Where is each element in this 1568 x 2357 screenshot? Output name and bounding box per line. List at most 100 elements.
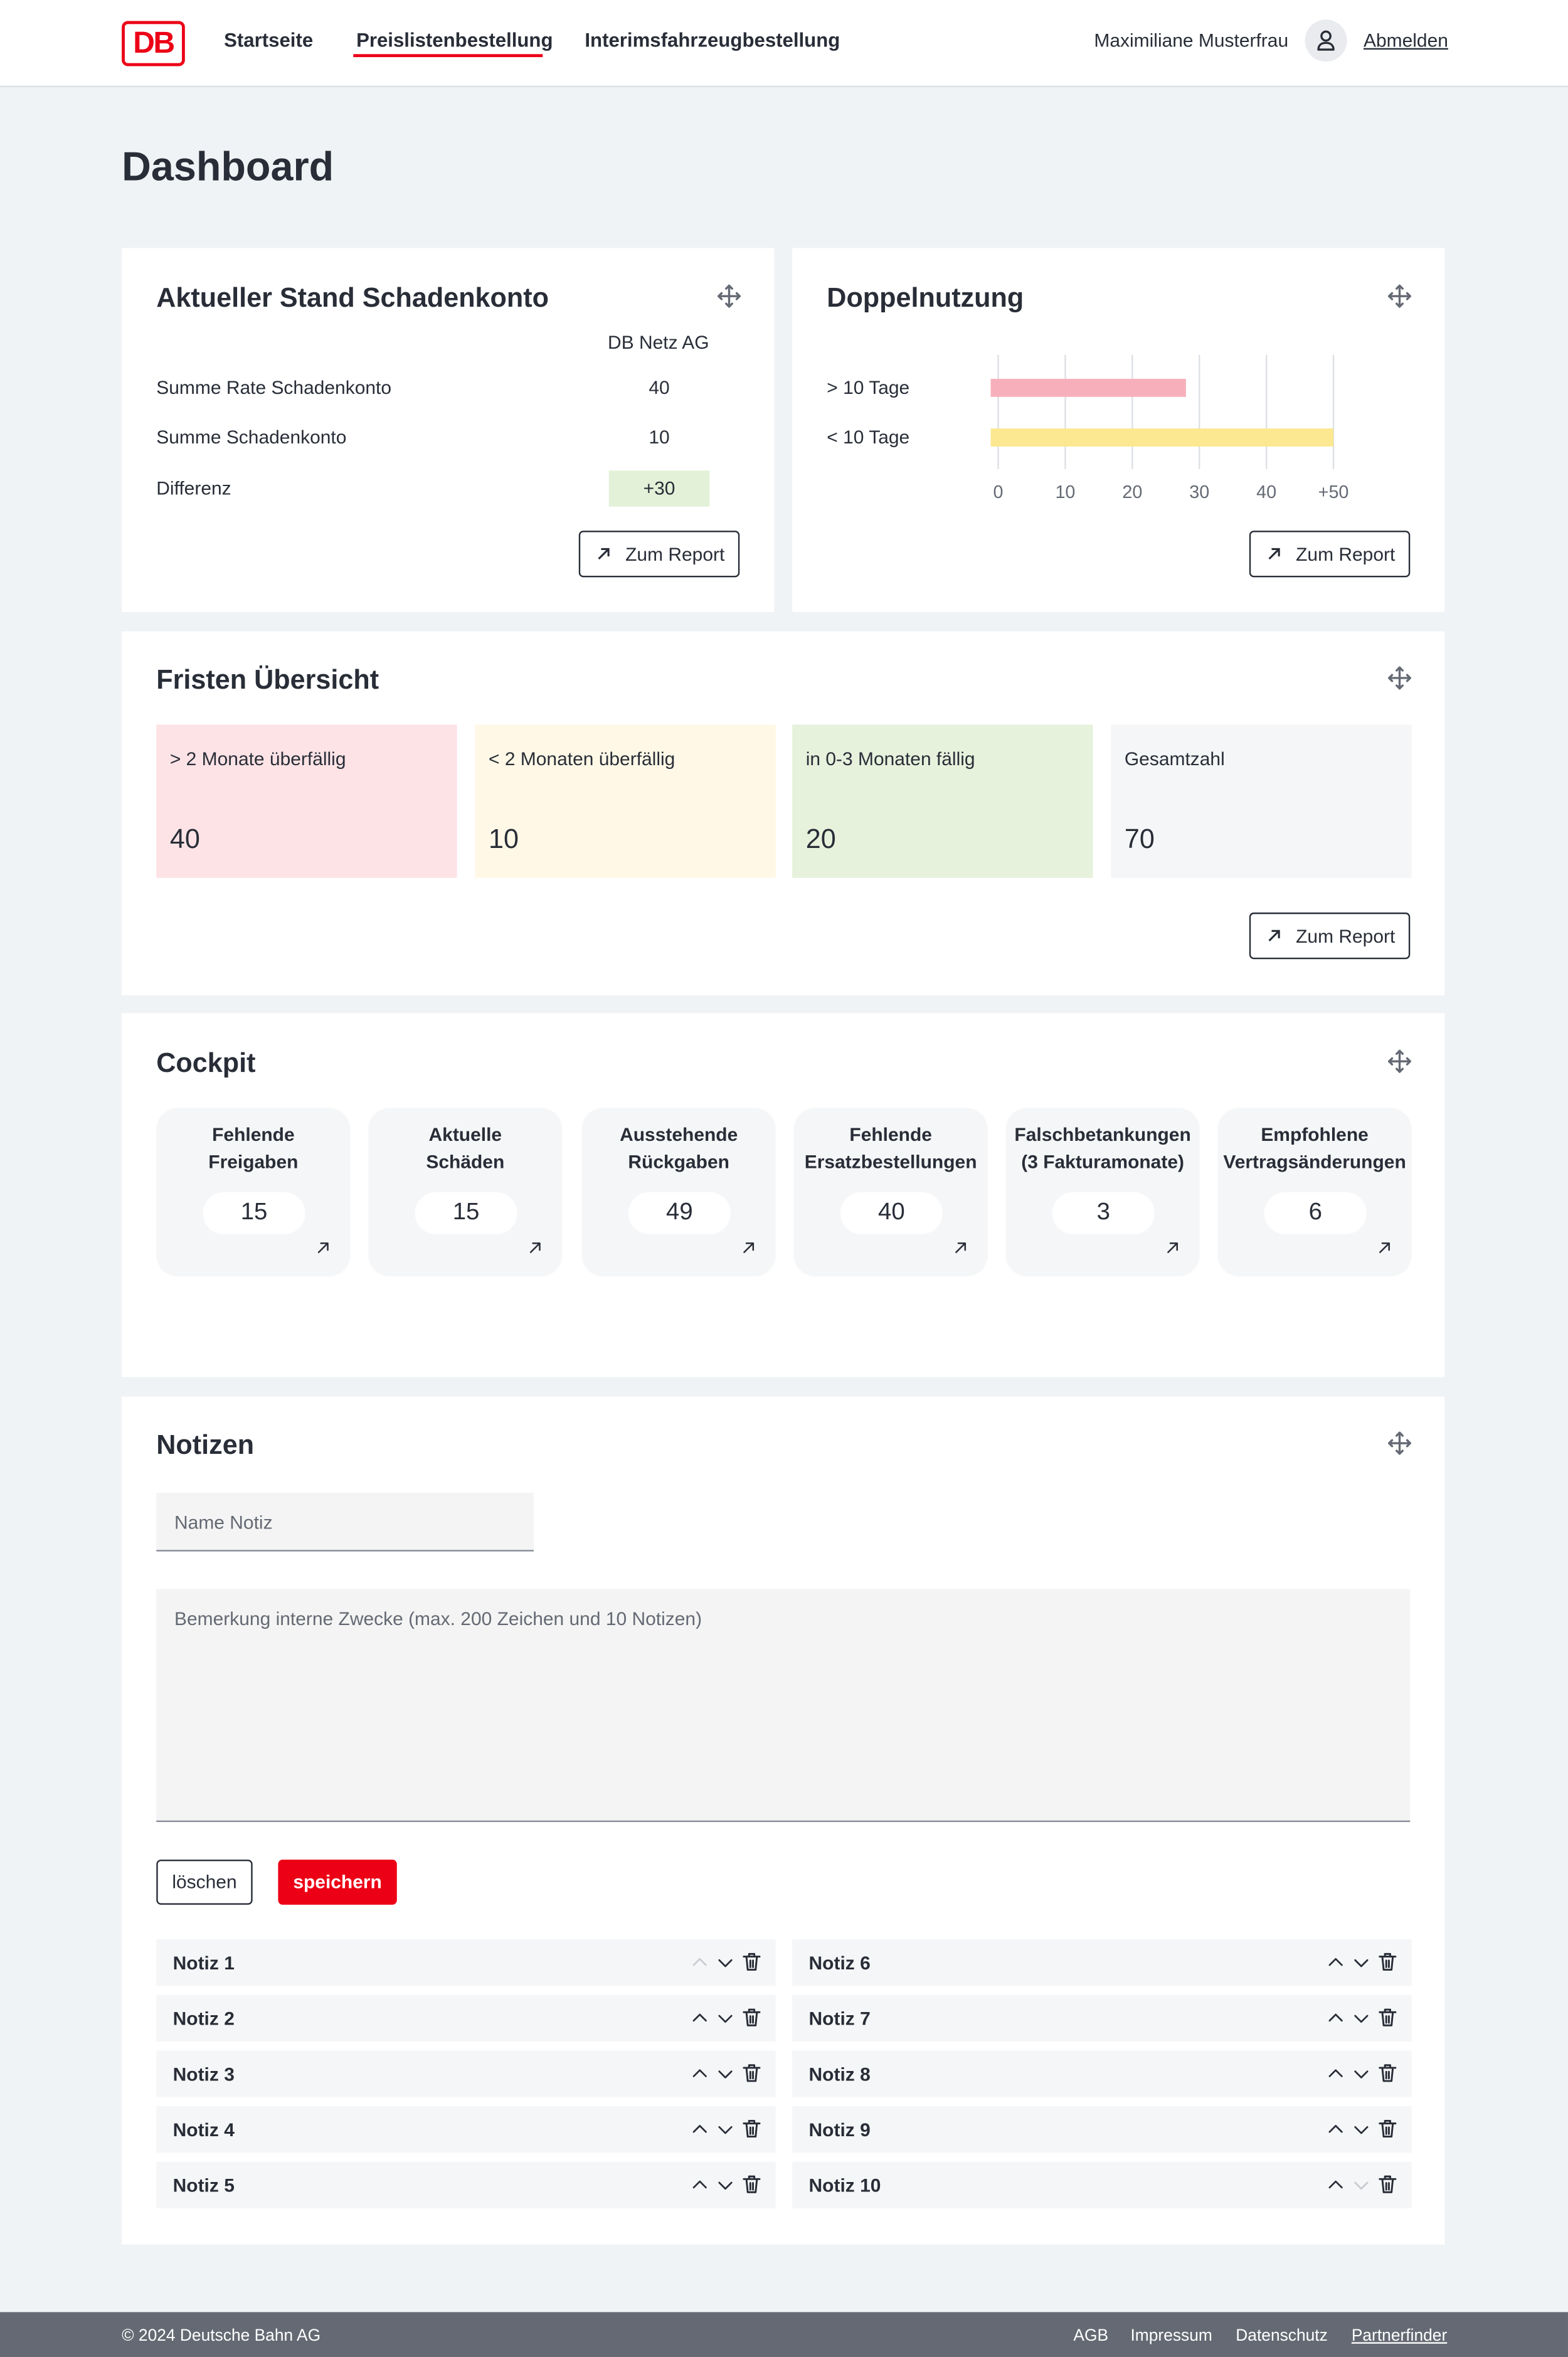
delete-button[interactable]: löschen — [156, 1859, 253, 1905]
move-handle[interactable] — [1387, 284, 1411, 308]
icon-path — [692, 2125, 707, 2133]
card-title: Doppelnutzung — [827, 282, 1024, 313]
icon-path — [1354, 2126, 1369, 2134]
tile-label: Aktuelle Schäden — [426, 1124, 505, 1172]
delete-note[interactable] — [1377, 2007, 1399, 2028]
icon-path — [718, 2070, 733, 2079]
icon-path — [529, 1242, 541, 1253]
icon-path — [1317, 30, 1335, 51]
move-up[interactable] — [1326, 2120, 1345, 2139]
delete-note[interactable] — [741, 2174, 763, 2195]
tile-label: < 2 Monaten überfällig — [488, 748, 675, 770]
cockpit-tile[interactable] — [156, 1108, 351, 1276]
move-up[interactable] — [1326, 2064, 1345, 2084]
report-button[interactable]: Zum Report — [578, 531, 740, 578]
fristen-tile — [1111, 724, 1412, 878]
x-tick-label: 40 — [1256, 482, 1276, 502]
icon-path — [1388, 1049, 1411, 1073]
cockpit-tile[interactable] — [1005, 1108, 1200, 1276]
note-row[interactable] — [792, 2161, 1412, 2209]
move-down[interactable] — [1352, 2120, 1371, 2139]
note-row[interactable] — [792, 2106, 1412, 2153]
tile-value: 20 — [805, 824, 836, 854]
icon-path — [1379, 2119, 1397, 2138]
move-down[interactable] — [1352, 2008, 1371, 2028]
text-input[interactable] — [156, 1589, 1411, 1823]
logo[interactable]: DB — [122, 21, 185, 66]
move-up[interactable] — [1326, 1953, 1345, 1973]
icon-path — [718, 2015, 733, 2023]
note-row[interactable] — [156, 1994, 776, 2042]
note-row[interactable] — [156, 2161, 776, 2209]
delete-note[interactable] — [741, 2007, 763, 2028]
card-title: Cockpit — [156, 1047, 256, 1078]
note-row[interactable] — [792, 1994, 1412, 2042]
move-down[interactable] — [1352, 2064, 1371, 2084]
move-up[interactable] — [690, 2175, 709, 2195]
move-down[interactable] — [1352, 2175, 1371, 2195]
nav-item[interactable]: Startseite — [224, 28, 314, 51]
icon-path — [1328, 2013, 1343, 2022]
report-button[interactable]: Zum Report — [1249, 912, 1411, 960]
move-down[interactable] — [1352, 1953, 1371, 1973]
delete-note[interactable] — [741, 2063, 763, 2084]
move-down[interactable] — [716, 2120, 735, 2139]
logout-link[interactable]: Abmelden — [1363, 29, 1448, 51]
cockpit-tile[interactable] — [368, 1108, 563, 1276]
delete-note[interactable] — [741, 1951, 763, 1973]
nav-item[interactable]: Preislistenbestellung — [356, 28, 553, 51]
note-row[interactable] — [792, 2050, 1412, 2097]
note-row[interactable] — [792, 1939, 1412, 1986]
delete-note[interactable] — [1377, 2118, 1399, 2139]
tile-pill — [415, 1192, 517, 1234]
delete-note[interactable] — [741, 2118, 763, 2139]
cockpit-tile[interactable] — [793, 1108, 988, 1276]
arrow-icon — [1379, 1242, 1390, 1253]
move-handle[interactable] — [1387, 666, 1411, 690]
report-button[interactable]: Zum Report — [1249, 531, 1411, 578]
delete-note[interactable] — [1377, 2063, 1399, 2084]
fristen-tile — [475, 724, 776, 878]
tile-label: > 2 Monate überfällig — [169, 748, 346, 770]
footer-link[interactable]: Partnerfinder — [1351, 2327, 1448, 2346]
note-row[interactable] — [156, 1939, 776, 1986]
footer-link[interactable]: Impressum — [1130, 2327, 1212, 2346]
tile-value: 15 — [452, 1199, 480, 1226]
tile-pill — [1264, 1192, 1367, 1234]
delete-note[interactable] — [1377, 2174, 1399, 2195]
icon-path — [692, 2180, 707, 2189]
cockpit-tile[interactable] — [581, 1108, 776, 1276]
cockpit-tile[interactable] — [1217, 1108, 1412, 1276]
footer-link[interactable]: AGB — [1073, 2327, 1109, 2346]
icon-path — [1379, 1242, 1390, 1253]
tile-value: 15 — [240, 1199, 268, 1226]
delete-note[interactable] — [1377, 1951, 1399, 1973]
move-down[interactable] — [716, 2064, 735, 2084]
move-up[interactable] — [690, 2120, 709, 2139]
name-input[interactable] — [156, 1493, 534, 1552]
note-row[interactable] — [156, 2106, 776, 2153]
move-up[interactable] — [690, 2064, 709, 2084]
icon-path — [718, 2126, 733, 2134]
icon-path — [1354, 1959, 1369, 1968]
nav-item[interactable]: Interimsfahrzeugbestellung — [585, 28, 840, 51]
row-value: +30 — [608, 470, 710, 507]
arrow-icon — [1268, 930, 1280, 941]
move-up[interactable] — [1326, 2175, 1345, 2195]
footer-link[interactable]: Datenschutz — [1236, 2327, 1328, 2346]
move-down[interactable] — [716, 2175, 735, 2195]
move-handle[interactable] — [717, 284, 741, 308]
move-up[interactable] — [690, 2008, 709, 2028]
row-label: Differenz — [156, 478, 231, 499]
move-handle[interactable] — [1387, 1431, 1411, 1455]
move-handle[interactable] — [1387, 1049, 1411, 1073]
move-up[interactable] — [690, 1953, 709, 1973]
save-button[interactable]: speichern — [278, 1859, 397, 1905]
row-label: Summe Schadenkonto — [156, 426, 347, 448]
move-down[interactable] — [716, 2008, 735, 2028]
move-down[interactable] — [716, 1953, 735, 1973]
note-row[interactable] — [156, 2050, 776, 2097]
x-tick-label: 0 — [993, 482, 1004, 502]
move-up[interactable] — [1326, 2008, 1345, 2028]
